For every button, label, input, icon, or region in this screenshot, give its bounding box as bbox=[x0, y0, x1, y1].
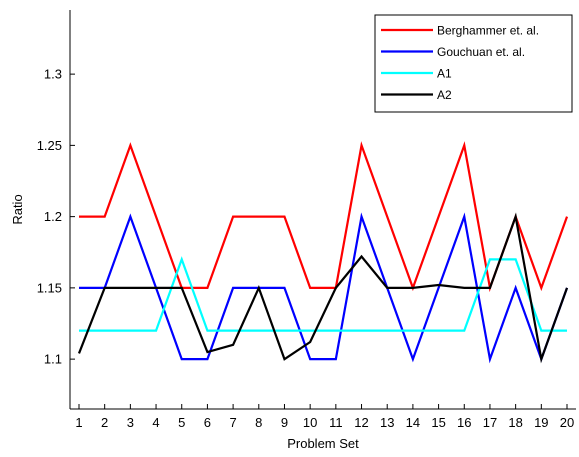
x-tick-label: 11 bbox=[329, 415, 343, 430]
legend-label-1: Berghammer et. al. bbox=[437, 24, 539, 38]
x-tick-label: 18 bbox=[508, 415, 522, 430]
x-tick-label: 15 bbox=[431, 415, 445, 430]
x-tick-label: 9 bbox=[281, 415, 288, 430]
x-tick-label: 5 bbox=[178, 415, 185, 430]
series-line-3 bbox=[78, 256, 568, 332]
series-layer bbox=[77, 141, 569, 364]
series-line-4 bbox=[77, 212, 569, 364]
x-tick-label: 7 bbox=[229, 415, 236, 430]
x-tick-label: 12 bbox=[354, 415, 368, 430]
x-tick-label: 6 bbox=[204, 415, 211, 430]
legend-box bbox=[374, 14, 573, 113]
legend-label-3: A1 bbox=[437, 67, 452, 81]
x-axis-label: Problem Set bbox=[287, 436, 359, 451]
x-tick-label: 14 bbox=[406, 415, 420, 430]
x-tick-label: 17 bbox=[483, 415, 497, 430]
legend: Berghammer et. al. Gouchuan et. al. A1 A2 bbox=[374, 14, 573, 113]
y-axis-label: Ratio bbox=[10, 194, 25, 224]
x-tick-label: 16 bbox=[457, 415, 471, 430]
series-line-1 bbox=[78, 141, 569, 293]
x-tick-label: 2 bbox=[101, 415, 108, 430]
x-tick-label: 4 bbox=[152, 415, 159, 430]
x-tick-label: 20 bbox=[560, 415, 574, 430]
series-line-2 bbox=[78, 212, 569, 364]
axes: 1 2 3 4 5 6 7 8 9 10 11 12 13 14 15 16 17 18 19 201.11.151.… bbox=[37, 10, 576, 430]
legend-label-4: A2 bbox=[437, 88, 452, 102]
x-tick-label: 13 bbox=[380, 415, 394, 430]
y-tick-label: 1.15 bbox=[37, 280, 62, 295]
x-tick-label: 19 bbox=[534, 415, 548, 430]
y-tick-label: 1.2 bbox=[44, 209, 62, 224]
x-tick-label: 1 bbox=[75, 415, 82, 430]
y-tick-label: 1.25 bbox=[37, 138, 62, 153]
legend-label-2: Gouchuan et. al. bbox=[437, 45, 525, 59]
y-tick-label: 1.1 bbox=[44, 352, 62, 367]
x-tick-label: 10 bbox=[303, 415, 317, 430]
x-tick-label: 8 bbox=[255, 415, 262, 430]
x-tick-label: 3 bbox=[127, 415, 134, 430]
y-tick-label: 1.3 bbox=[44, 67, 62, 82]
